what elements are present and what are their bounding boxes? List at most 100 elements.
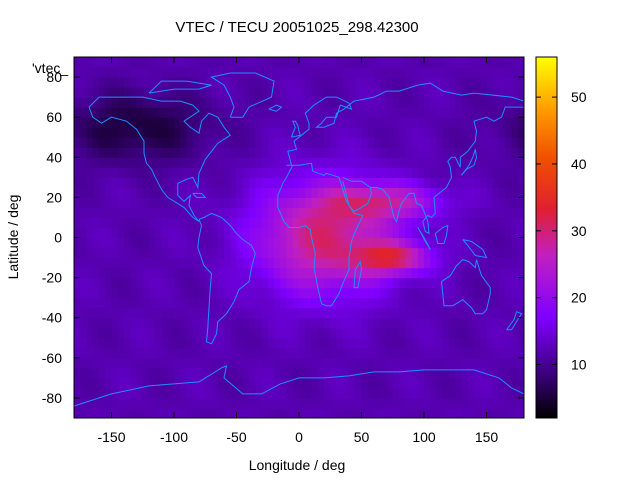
- heat-cell: [74, 367, 81, 379]
- heat-cell: [367, 77, 375, 88]
- heat-cell: [436, 267, 444, 279]
- heat-cell: [405, 187, 413, 198]
- heat-cell: [242, 57, 250, 68]
- heat-cell: [186, 367, 194, 379]
- heat-cell: [392, 347, 400, 359]
- heat-cell: [80, 207, 88, 219]
- heat-cell: [492, 387, 500, 399]
- heat-cell: [249, 67, 256, 78]
- heat-cell: [167, 147, 175, 158]
- heat-cell: [461, 287, 469, 299]
- heat-cell: [467, 137, 475, 148]
- heat-cell: [386, 327, 394, 339]
- heat-cell: [317, 247, 325, 259]
- heat-cell: [92, 97, 100, 108]
- heat-cell: [380, 57, 388, 68]
- heat-cell: [155, 307, 163, 319]
- heat-cell: [317, 67, 325, 78]
- heat-cell: [117, 197, 125, 209]
- heat-cell: [336, 247, 344, 259]
- heat-cell: [149, 327, 156, 339]
- heat-cell: [230, 117, 238, 128]
- heat-cell: [486, 197, 494, 209]
- heat-cell: [367, 137, 375, 148]
- heat-cell: [511, 277, 519, 289]
- heat-cell: [499, 167, 506, 178]
- heat-cell: [224, 287, 231, 299]
- heat-cell: [267, 357, 275, 369]
- heat-cell: [224, 77, 231, 88]
- heat-cell: [186, 247, 194, 259]
- heat-cell: [92, 257, 100, 269]
- heat-cell: [330, 277, 338, 289]
- heat-cell: [280, 387, 288, 399]
- heat-cell: [111, 397, 119, 409]
- heat-cell: [211, 217, 219, 229]
- coastline: [506, 311, 523, 331]
- heat-cell: [92, 407, 100, 418]
- heat-cell: [317, 167, 325, 178]
- heat-cell: [461, 67, 469, 78]
- heat-cell: [130, 267, 138, 279]
- heat-cell: [274, 407, 281, 418]
- heat-cell: [455, 57, 463, 68]
- heat-cell: [111, 147, 119, 158]
- heat-cell: [136, 207, 144, 219]
- heat-cell: [199, 197, 206, 209]
- heat-cell: [86, 177, 94, 188]
- heat-cell: [249, 147, 256, 158]
- heat-cell: [224, 317, 231, 329]
- heat-cell: [192, 297, 200, 309]
- heat-cell: [405, 317, 413, 329]
- heat-cell: [211, 107, 219, 118]
- heat-cell: [392, 267, 400, 279]
- heat-cell: [411, 207, 419, 219]
- heat-cell: [367, 387, 375, 399]
- heat-cell: [367, 157, 375, 168]
- heat-cell: [449, 317, 456, 329]
- heat-cell: [155, 167, 163, 178]
- heat-cell: [461, 127, 469, 138]
- heat-cell: [355, 107, 363, 118]
- heat-cell: [374, 347, 381, 359]
- heat-cell: [217, 297, 225, 309]
- heat-cell: [299, 137, 306, 148]
- heat-cell: [430, 367, 438, 379]
- heat-cell: [274, 317, 281, 329]
- heat-cell: [292, 407, 300, 418]
- heat-cell: [292, 77, 300, 88]
- heat-cell: [361, 327, 369, 339]
- heat-cell: [492, 257, 500, 269]
- heat-cell: [80, 357, 88, 369]
- heat-cell: [92, 157, 100, 168]
- heat-cell: [99, 137, 106, 148]
- heat-cell: [242, 257, 250, 269]
- heat-cell: [217, 157, 225, 168]
- heat-cell: [430, 377, 438, 389]
- heat-cell: [161, 77, 169, 88]
- heat-cell: [399, 87, 406, 98]
- heat-cell: [192, 317, 200, 329]
- heat-cell: [174, 277, 181, 289]
- heat-cell: [80, 267, 88, 279]
- heat-cell: [155, 127, 163, 138]
- heat-cell: [186, 267, 194, 279]
- heat-cell: [474, 237, 481, 249]
- heat-cell: [292, 167, 300, 178]
- heat-cell: [142, 237, 150, 249]
- heat-cell: [286, 287, 294, 299]
- heat-cell: [111, 257, 119, 269]
- heat-cell: [267, 327, 275, 339]
- heat-cell: [461, 187, 469, 198]
- heat-cell: [492, 307, 500, 319]
- heat-cell: [217, 327, 225, 339]
- heat-cell: [405, 197, 413, 209]
- heat-cell: [217, 67, 225, 78]
- heat-cell: [449, 287, 456, 299]
- heat-cell: [267, 97, 275, 108]
- heat-cell: [492, 187, 500, 198]
- heat-cell: [424, 87, 431, 98]
- heat-cell: [105, 277, 113, 289]
- heat-cell: [330, 387, 338, 399]
- heat-cell: [461, 117, 469, 128]
